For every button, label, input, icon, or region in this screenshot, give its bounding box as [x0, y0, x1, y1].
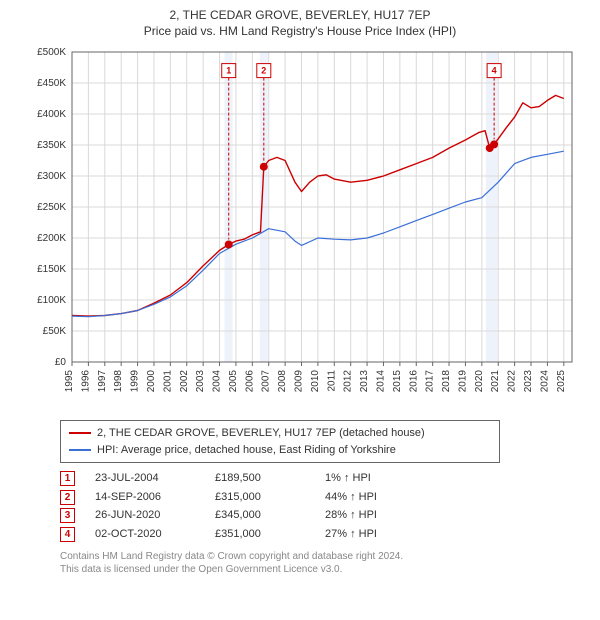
- sale-marker: 1: [60, 471, 75, 486]
- sale-pct-vs-hpi: 28% ↑ HPI: [325, 506, 435, 525]
- svg-text:1997: 1997: [97, 370, 108, 393]
- svg-text:2: 2: [261, 66, 266, 76]
- svg-text:1996: 1996: [80, 370, 91, 393]
- sale-marker: 3: [60, 508, 75, 523]
- legend-label: 2, THE CEDAR GROVE, BEVERLEY, HU17 7EP (…: [97, 425, 425, 442]
- svg-text:2001: 2001: [162, 370, 173, 393]
- sale-date: 26-JUN-2020: [95, 506, 195, 525]
- legend-label: HPI: Average price, detached house, East…: [97, 442, 396, 459]
- chart-plot-area: £0 £50K £100K £150K £200K £250K £300K £350K £400…: [20, 44, 580, 414]
- svg-text:2013: 2013: [359, 370, 370, 393]
- svg-text:2003: 2003: [195, 370, 206, 393]
- sales-table: 1 23-JUL-2004 £189,500 1% ↑ HPI 2 14-SEP-2006…: [60, 469, 590, 544]
- legend-item: HPI: Average price, detached house, East…: [69, 442, 491, 459]
- chart-container: 2, THE CEDAR GROVE, BEVERLEY, HU17 7EP P…: [0, 0, 600, 620]
- attribution-line-2: This data is licensed under the Open Gov…: [60, 563, 560, 577]
- legend-box: 2, THE CEDAR GROVE, BEVERLEY, HU17 7EP (…: [60, 420, 500, 463]
- sale-pct-vs-hpi: 27% ↑ HPI: [325, 525, 435, 544]
- svg-text:2008: 2008: [277, 370, 288, 393]
- sale-row: 3 26-JUN-2020 £345,000 28% ↑ HPI: [60, 506, 590, 525]
- svg-text:2018: 2018: [441, 370, 452, 393]
- svg-text:1: 1: [226, 66, 231, 76]
- sale-price: £315,000: [215, 488, 305, 507]
- svg-text:£200K: £200K: [37, 233, 66, 244]
- svg-text:2023: 2023: [523, 370, 534, 393]
- svg-text:2006: 2006: [244, 370, 255, 393]
- svg-text:1995: 1995: [64, 370, 75, 393]
- svg-text:2005: 2005: [228, 370, 239, 393]
- sale-row: 4 02-OCT-2020 £351,000 27% ↑ HPI: [60, 525, 590, 544]
- svg-text:£500K: £500K: [37, 47, 66, 58]
- svg-text:2019: 2019: [457, 370, 468, 393]
- svg-text:£400K: £400K: [37, 109, 66, 120]
- svg-text:£0: £0: [55, 357, 67, 368]
- svg-text:£150K: £150K: [37, 264, 66, 275]
- svg-text:2024: 2024: [539, 370, 550, 393]
- svg-text:2021: 2021: [490, 370, 501, 393]
- svg-text:£450K: £450K: [37, 78, 66, 89]
- svg-text:2000: 2000: [146, 370, 157, 393]
- svg-text:2009: 2009: [294, 370, 305, 393]
- attribution-line-1: Contains HM Land Registry data © Crown c…: [60, 550, 560, 564]
- sale-marker: 4: [60, 527, 75, 542]
- svg-text:2002: 2002: [179, 370, 190, 393]
- svg-text:2022: 2022: [507, 370, 518, 393]
- svg-text:2025: 2025: [556, 370, 567, 393]
- svg-text:2015: 2015: [392, 370, 403, 393]
- svg-text:1998: 1998: [113, 370, 124, 393]
- svg-text:2007: 2007: [261, 370, 272, 393]
- svg-text:2012: 2012: [343, 370, 354, 393]
- legend-swatch: [69, 449, 91, 451]
- sale-row: 1 23-JUL-2004 £189,500 1% ↑ HPI: [60, 469, 590, 488]
- svg-text:£100K: £100K: [37, 295, 66, 306]
- svg-text:£250K: £250K: [37, 202, 66, 213]
- svg-text:2017: 2017: [425, 370, 436, 393]
- sale-pct-vs-hpi: 1% ↑ HPI: [325, 469, 435, 488]
- attribution-text: Contains HM Land Registry data © Crown c…: [60, 550, 560, 577]
- sale-date: 02-OCT-2020: [95, 525, 195, 544]
- sale-marker: 2: [60, 490, 75, 505]
- legend-item: 2, THE CEDAR GROVE, BEVERLEY, HU17 7EP (…: [69, 425, 491, 442]
- svg-text:£350K: £350K: [37, 140, 66, 151]
- svg-text:2004: 2004: [212, 370, 223, 393]
- sale-price: £351,000: [215, 525, 305, 544]
- svg-text:£300K: £300K: [37, 171, 66, 182]
- svg-text:4: 4: [492, 66, 497, 76]
- legend-swatch: [69, 432, 91, 434]
- svg-text:2016: 2016: [408, 370, 419, 393]
- svg-text:2020: 2020: [474, 370, 485, 393]
- price-chart: £0 £50K £100K £150K £200K £250K £300K £350K £400…: [20, 44, 580, 414]
- svg-text:2014: 2014: [375, 370, 386, 393]
- svg-text:1999: 1999: [130, 370, 141, 393]
- sale-price: £189,500: [215, 469, 305, 488]
- svg-text:£50K: £50K: [43, 326, 67, 337]
- svg-text:2011: 2011: [326, 370, 337, 392]
- chart-title: 2, THE CEDAR GROVE, BEVERLEY, HU17 7EP: [10, 8, 590, 22]
- chart-subtitle: Price paid vs. HM Land Registry's House …: [10, 24, 590, 38]
- sale-row: 2 14-SEP-2006 £315,000 44% ↑ HPI: [60, 488, 590, 507]
- sale-date: 23-JUL-2004: [95, 469, 195, 488]
- sale-pct-vs-hpi: 44% ↑ HPI: [325, 488, 435, 507]
- sale-date: 14-SEP-2006: [95, 488, 195, 507]
- sale-price: £345,000: [215, 506, 305, 525]
- svg-text:2010: 2010: [310, 370, 321, 393]
